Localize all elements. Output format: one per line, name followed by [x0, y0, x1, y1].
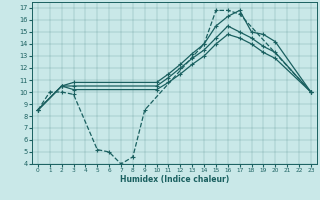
- X-axis label: Humidex (Indice chaleur): Humidex (Indice chaleur): [120, 175, 229, 184]
